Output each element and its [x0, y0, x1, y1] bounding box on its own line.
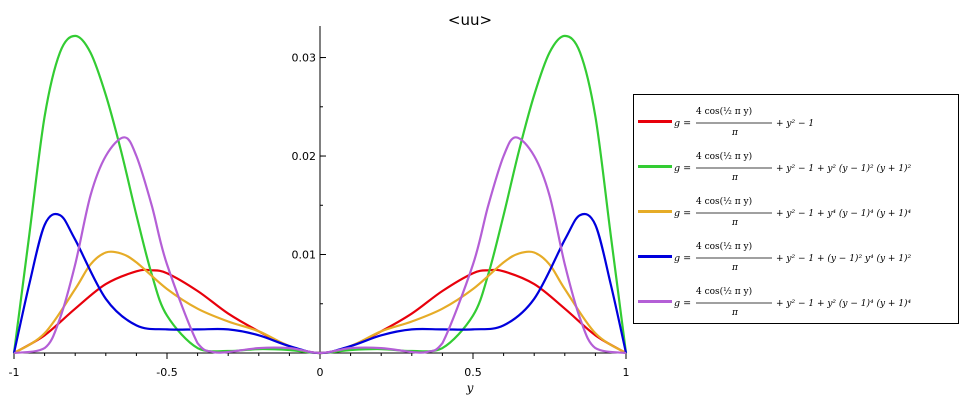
legend-num: 4 cos(½ π y) [696, 241, 752, 252]
x-tick-label: 1 [623, 366, 630, 379]
legend-formula: g = 4 cos(½ π y) π + y² − 1 + y² (y − 1)… [674, 286, 912, 318]
legend-lhs: g = [674, 253, 691, 264]
x-axis-label: y [466, 381, 474, 395]
legend-item: g = 4 cos(½ π y) π + y² − 1 + (y − 1)² y… [634, 234, 958, 280]
y-tick-label: 0.03 [292, 52, 317, 65]
x-tick-label: 0.5 [464, 366, 482, 379]
legend-lhs: g = [674, 118, 691, 129]
series-layer [12, 34, 628, 355]
legend-lhs: g = [674, 298, 691, 309]
legend-lhs: g = [674, 208, 691, 219]
chart-plot-area: <uu> -1 -0.5 0 0.5 1 0.01 0.02 0.03 y [9, 11, 630, 395]
legend-den: π [731, 218, 739, 228]
legend-rest: + y² − 1 + y² (y − 1)² (y + 1)² [776, 163, 912, 174]
legend-rest: + y² − 1 + y² (y − 1)⁴ (y + 1)⁴ [776, 298, 912, 309]
y-tick-label: 0.02 [292, 150, 317, 163]
legend-den: π [731, 308, 739, 318]
legend-num: 4 cos(½ π y) [696, 106, 752, 117]
series-line-5 [13, 136, 627, 355]
legend-den: π [731, 263, 739, 273]
x-tick-label: 0 [317, 366, 324, 379]
legend-num: 4 cos(½ π y) [696, 196, 752, 207]
legend-item: g = 4 cos(½ π y) π + y² − 1 + y² (y − 1)… [634, 144, 958, 190]
legend-formula: g = 4 cos(½ π y) π + y² − 1 [674, 106, 814, 138]
legend-den: π [731, 128, 739, 138]
legend-item: g = 4 cos(½ π y) π + y² − 1 + y⁴ (y − 1)… [634, 189, 958, 235]
legend-formula: g = 4 cos(½ π y) π + y² − 1 + y² (y − 1)… [674, 151, 912, 183]
legend-rest: + y² − 1 + (y − 1)² y⁴ (y + 1)² [776, 253, 912, 264]
legend-num: 4 cos(½ π y) [696, 286, 752, 297]
x-tick-label: -0.5 [156, 366, 177, 379]
x-tick-label: -1 [9, 366, 20, 379]
legend-formula: g = 4 cos(½ π y) π + y² − 1 + (y − 1)² y… [674, 241, 912, 273]
legend-swatch [638, 300, 672, 303]
legend-lhs: g = [674, 163, 691, 174]
legend-swatch [638, 255, 672, 258]
legend-rest: + y² − 1 [776, 119, 814, 129]
legend-formula: g = 4 cos(½ π y) π + y² − 1 + y⁴ (y − 1)… [674, 196, 912, 228]
chart-title: <uu> [448, 11, 492, 29]
legend: g = 4 cos(½ π y) π + y² − 1 g = 4 cos(½ … [633, 94, 959, 324]
legend-num: 4 cos(½ π y) [696, 151, 752, 162]
legend-item: g = 4 cos(½ π y) π + y² − 1 + y² (y − 1)… [634, 279, 958, 325]
legend-swatch [638, 210, 672, 213]
legend-swatch [638, 165, 672, 168]
legend-den: π [731, 173, 739, 183]
axes: -1 -0.5 0 0.5 1 0.01 0.02 0.03 [9, 26, 630, 379]
y-tick-label: 0.01 [292, 249, 317, 262]
legend-swatch [638, 120, 672, 123]
legend-item: g = 4 cos(½ π y) π + y² − 1 [634, 99, 958, 145]
legend-rest: + y² − 1 + y⁴ (y − 1)⁴ (y + 1)⁴ [776, 208, 912, 219]
